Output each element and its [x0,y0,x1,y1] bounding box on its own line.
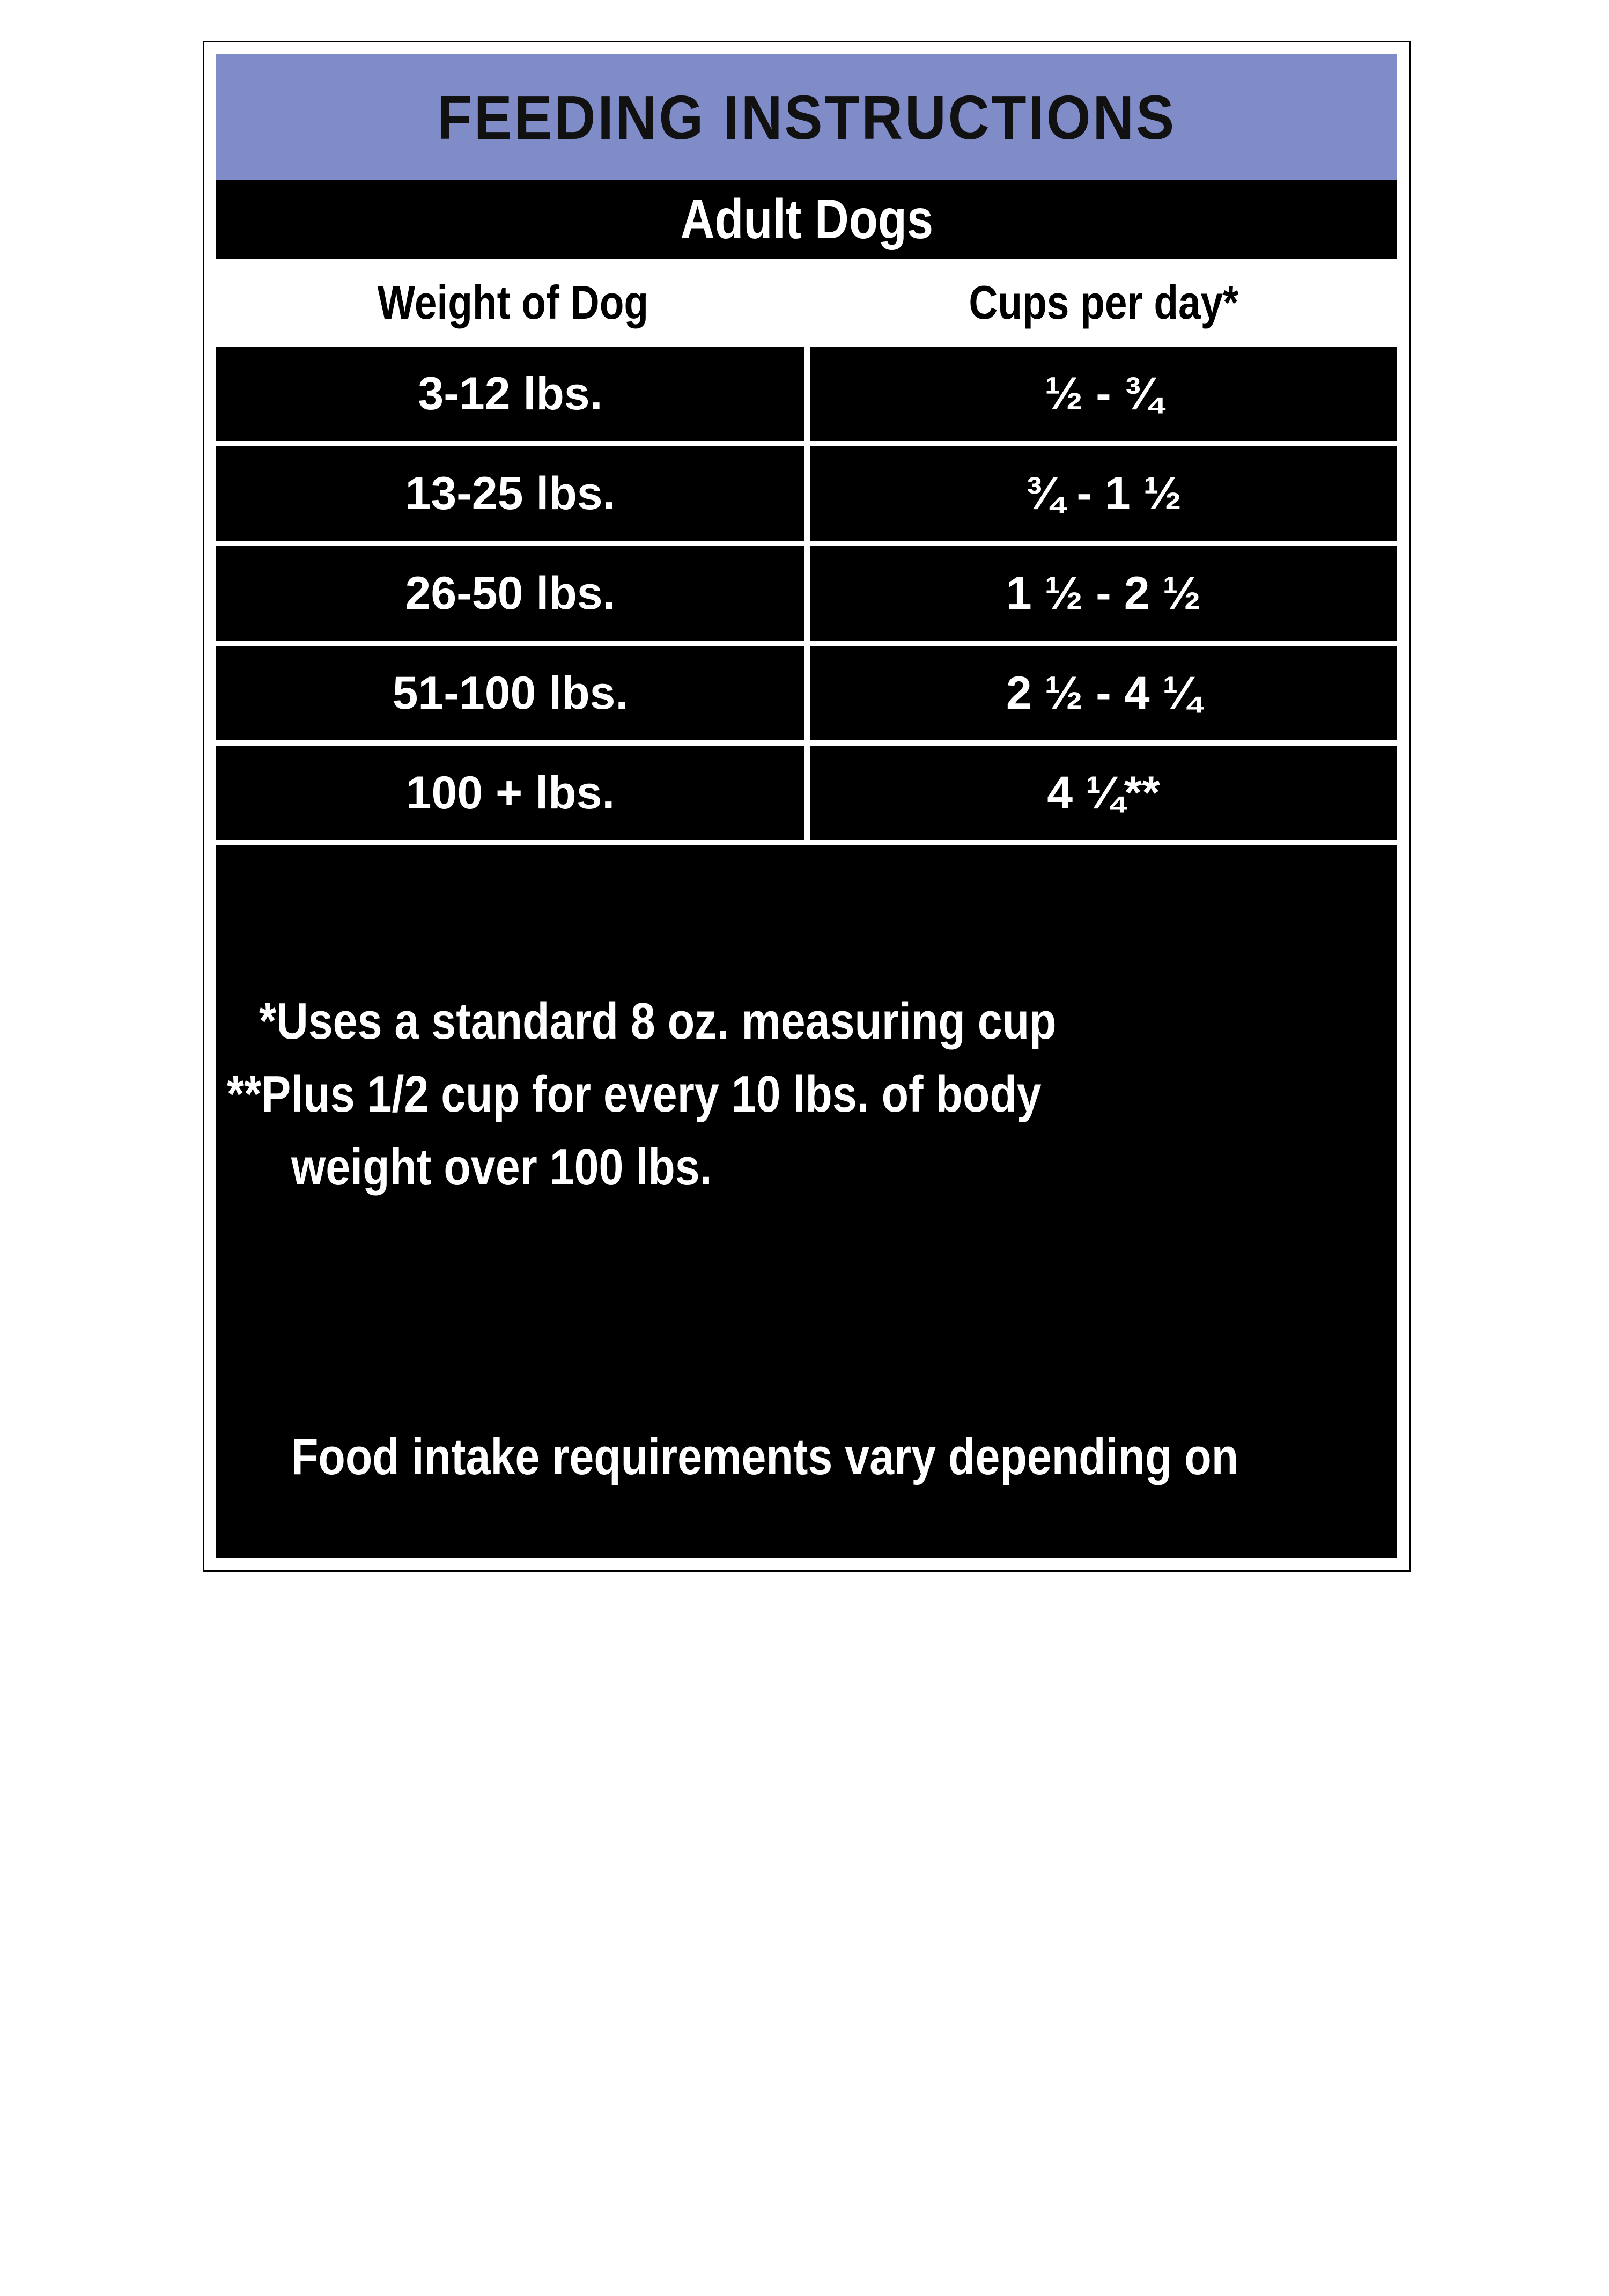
feeding-instructions-panel: FEEDING INSTRUCTIONS Adult Dogs Weight o… [203,41,1411,2142]
paragraph-line: be adjusted accordingly to maintain [291,1866,1047,1923]
cups-cell: 2 ½ - 4 ¼ [810,646,1397,740]
weight-cell: 100 + lbs. [216,746,804,840]
column-header-cups-label: Cups per day* [969,276,1238,329]
weight-cell: 3-12 lbs. [216,347,804,441]
column-header-weight: Weight of Dog [216,259,810,347]
section-subtitle: Adult Dogs [680,188,933,251]
paragraph-line: age, activity, and environment, and shou… [291,1647,1184,1704]
table-row: 100 + lbs. 4 ¼** [216,746,1397,840]
cups-cell: ¾ - 1 ½ [810,446,1397,541]
table-row: 51-100 lbs. 2 ½ - 4 ¼ [216,646,1397,740]
table-row: 26-50 lbs. 1 ½ - 2 ½ [216,546,1397,641]
intake-note-paragraph: Food intake requirements vary depending … [291,1275,1238,2296]
table-row: 3-12 lbs. ½ - ¾ [216,347,1397,441]
weight-cell: 13-25 lbs. [216,446,804,541]
weight-cell: 51-100 lbs. [216,646,804,740]
footnote-measuring-cup: *Uses a standard 8 oz. measuring cup [259,992,1057,1050]
cups-cell: 1 ½ - 2 ½ [810,546,1397,641]
paragraph-line: Food intake requirements vary depending … [291,1428,1239,1485]
footnotes-section: *Uses a standard 8 oz. measuring cup **P… [216,845,1397,2142]
page-title: FEEDING INSTRUCTIONS [437,82,1176,152]
table-row: 13-25 lbs. ¾ - 1 ½ [216,446,1397,541]
title-bar: FEEDING INSTRUCTIONS [216,54,1397,180]
paragraph-line: optimum body condition. [291,2085,821,2142]
feeding-table-body: 3-12 lbs. ½ - ¾ 13-25 lbs. ¾ - 1 ½ 26-50… [216,347,1397,845]
column-header-weight-label: Weight of Dog [377,276,649,329]
footnote-extra-cups-continued: weight over 100 lbs. [291,1138,712,1196]
footnote-extra-cups: **Plus 1/2 cup for every 10 lbs. of body [227,1065,1042,1123]
cups-cell: ½ - ¾ [810,347,1397,441]
subtitle-bar: Adult Dogs [216,180,1397,259]
panel-inner: FEEDING INSTRUCTIONS Adult Dogs Weight o… [216,54,1397,2142]
column-header-cups: Cups per day* [810,259,1397,347]
table-header-row: Weight of Dog Cups per day* [216,259,1397,347]
cups-cell: 4 ¼** [810,746,1397,840]
weight-cell: 26-50 lbs. [216,546,804,641]
